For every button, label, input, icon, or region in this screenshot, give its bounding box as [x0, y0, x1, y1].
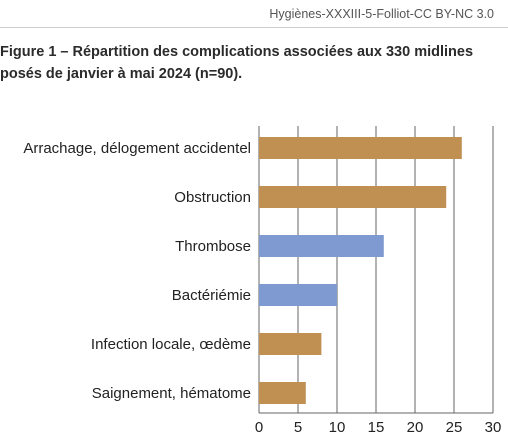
figure-title: Figure 1 – Répartition des complications… [0, 41, 505, 85]
header-divider [0, 27, 508, 28]
bar [259, 235, 384, 257]
x-tick-label: 15 [368, 419, 385, 436]
credit-line: Hygiènes-XXXIII-5-Folliot-CC BY-NC 3.0 [269, 7, 494, 21]
bar [259, 333, 322, 355]
category-label: Obstruction [174, 189, 251, 206]
x-tick-label: 30 [485, 419, 502, 436]
bar [259, 186, 447, 208]
bar [259, 137, 462, 159]
x-tick-label: 5 [294, 419, 302, 436]
category-label: Bactériémie [172, 287, 251, 304]
bars [259, 137, 462, 404]
x-tick-label: 10 [329, 419, 346, 436]
figure-title-line-1: Figure 1 – Répartition des complications… [0, 44, 474, 60]
figure-title-line-2: posés de janvier à mai 2024 (n=90). [0, 66, 243, 82]
category-label: Thrombose [175, 238, 251, 255]
category-labels: Arrachage, délogement accidentel Obstruct… [23, 140, 251, 402]
bar [259, 284, 337, 306]
bar [259, 382, 306, 404]
x-tick-labels: 0 5 10 15 20 25 30 [255, 419, 502, 436]
grid-lines [258, 126, 494, 414]
x-tick-label: 25 [446, 419, 463, 436]
category-label: Infection locale, œdème [91, 336, 251, 353]
category-label: Saignement, hématome [92, 385, 251, 402]
x-tick-label: 20 [407, 419, 424, 436]
category-label: Arrachage, délogement accidentel [23, 140, 251, 157]
x-tick-label: 0 [255, 419, 263, 436]
